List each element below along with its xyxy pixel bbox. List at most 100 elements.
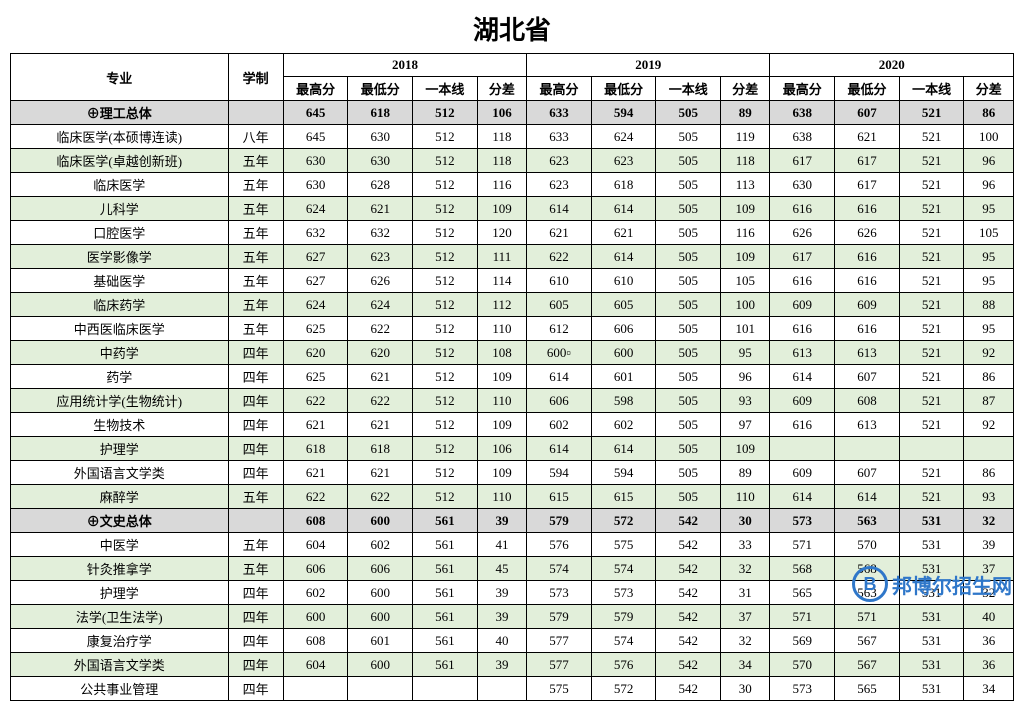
table-row: 中药学四年620620512108600▫6005059561361352192 <box>11 341 1014 365</box>
cell-value: 569 <box>770 629 835 653</box>
cell-value <box>770 437 835 461</box>
cell-value: 542 <box>656 653 721 677</box>
cell-value: 512 <box>413 461 478 485</box>
cell-value: 512 <box>413 245 478 269</box>
cell-value: 571 <box>770 605 835 629</box>
cell-value: 630 <box>348 149 413 173</box>
cell-duration: 四年 <box>228 461 283 485</box>
cell-value: 617 <box>835 149 900 173</box>
cell-value: 521 <box>899 365 964 389</box>
cell-value: 621 <box>591 221 656 245</box>
cell-value: 561 <box>413 533 478 557</box>
cell-value: 505 <box>656 149 721 173</box>
cell-value: 624 <box>348 293 413 317</box>
cell-value: 86 <box>964 461 1014 485</box>
cell-value: 616 <box>770 269 835 293</box>
table-row: 公共事业管理四年5755725423057356553134 <box>11 677 1014 701</box>
cell-value: 612 <box>527 317 592 341</box>
cell-value: 110 <box>477 389 526 413</box>
cell-value: 614 <box>527 365 592 389</box>
cell-value: 95 <box>964 317 1014 341</box>
cell-value: 632 <box>348 221 413 245</box>
cell-value: 30 <box>721 509 770 533</box>
table-row: ⊕理工总体6456185121066335945058963860752186 <box>11 101 1014 125</box>
cell-value: 579 <box>527 509 592 533</box>
cell-value: 621 <box>283 413 348 437</box>
cell-value: 37 <box>964 557 1014 581</box>
cell-value: 95 <box>964 197 1014 221</box>
cell-value: 576 <box>591 653 656 677</box>
cell-value: 32 <box>721 629 770 653</box>
cell-value: 610 <box>591 269 656 293</box>
cell-value: 89 <box>721 461 770 485</box>
cell-value: 512 <box>413 101 478 125</box>
table-row: 针灸推拿学五年606606561455745745423256856853137 <box>11 557 1014 581</box>
col-duration: 学制 <box>228 54 283 101</box>
cell-value: 600▫ <box>527 341 592 365</box>
cell-value: 614 <box>527 437 592 461</box>
cell-value: 613 <box>770 341 835 365</box>
cell-duration: 五年 <box>228 317 283 341</box>
cell-value: 600 <box>348 653 413 677</box>
cell-value: 573 <box>591 581 656 605</box>
subcol-diff: 分差 <box>477 77 526 101</box>
cell-duration: 五年 <box>228 485 283 509</box>
cell-duration: 四年 <box>228 605 283 629</box>
table-row: 临床医学(卓越创新班)五年630630512118623623505118617… <box>11 149 1014 173</box>
cell-value: 542 <box>656 605 721 629</box>
cell-duration: 四年 <box>228 653 283 677</box>
table-row: 护理学四年602600561395735735423156556353132 <box>11 581 1014 605</box>
cell-value: 571 <box>770 533 835 557</box>
cell-value: 105 <box>964 221 1014 245</box>
col-major: 专业 <box>11 54 229 101</box>
col-year-2019: 2019 <box>527 54 770 77</box>
table-row: 生物技术四年6216215121096026025059761661352192 <box>11 413 1014 437</box>
subcol-min: 最低分 <box>591 77 656 101</box>
cell-value: 521 <box>899 173 964 197</box>
cell-value: 512 <box>413 413 478 437</box>
cell-value: 606 <box>591 317 656 341</box>
page-title: 湖北省 <box>10 10 1014 47</box>
cell-value: 561 <box>413 557 478 581</box>
cell-value <box>899 437 964 461</box>
cell-value: 609 <box>770 461 835 485</box>
cell-major: 医学影像学 <box>11 245 229 269</box>
cell-value: 616 <box>770 197 835 221</box>
cell-value: 505 <box>656 437 721 461</box>
cell-duration: 五年 <box>228 293 283 317</box>
cell-duration: 五年 <box>228 149 283 173</box>
cell-value: 505 <box>656 461 721 485</box>
cell-value: 109 <box>721 197 770 221</box>
cell-value: 521 <box>899 149 964 173</box>
cell-value: 512 <box>413 293 478 317</box>
cell-value: 607 <box>835 365 900 389</box>
cell-value: 116 <box>477 173 526 197</box>
cell-value: 96 <box>721 365 770 389</box>
table-row: 临床药学五年6246245121126056055051006096095218… <box>11 293 1014 317</box>
cell-value: 531 <box>899 629 964 653</box>
cell-major: 中西医临床医学 <box>11 317 229 341</box>
cell-value: 621 <box>283 461 348 485</box>
cell-value: 505 <box>656 317 721 341</box>
cell-duration: 五年 <box>228 533 283 557</box>
cell-value: 521 <box>899 317 964 341</box>
table-row: 药学四年6256215121096146015059661460752186 <box>11 365 1014 389</box>
cell-value: 575 <box>527 677 592 701</box>
cell-duration: 四年 <box>228 437 283 461</box>
cell-value: 625 <box>283 317 348 341</box>
cell-value: 600 <box>348 605 413 629</box>
cell-value: 602 <box>348 533 413 557</box>
cell-duration: 五年 <box>228 173 283 197</box>
cell-value: 623 <box>527 149 592 173</box>
cell-value: 109 <box>477 461 526 485</box>
cell-value: 602 <box>283 581 348 605</box>
cell-value: 574 <box>591 629 656 653</box>
cell-value: 616 <box>835 269 900 293</box>
cell-value: 542 <box>656 533 721 557</box>
cell-value: 542 <box>656 509 721 533</box>
cell-value: 606 <box>348 557 413 581</box>
table-row: 麻醉学五年62262251211061561550511061461452193 <box>11 485 1014 509</box>
cell-value: 505 <box>656 341 721 365</box>
table-header: 专业 学制 2018 2019 2020 最高分 最低分 一本线 分差 最高分 … <box>11 54 1014 101</box>
cell-value: 614 <box>770 485 835 509</box>
